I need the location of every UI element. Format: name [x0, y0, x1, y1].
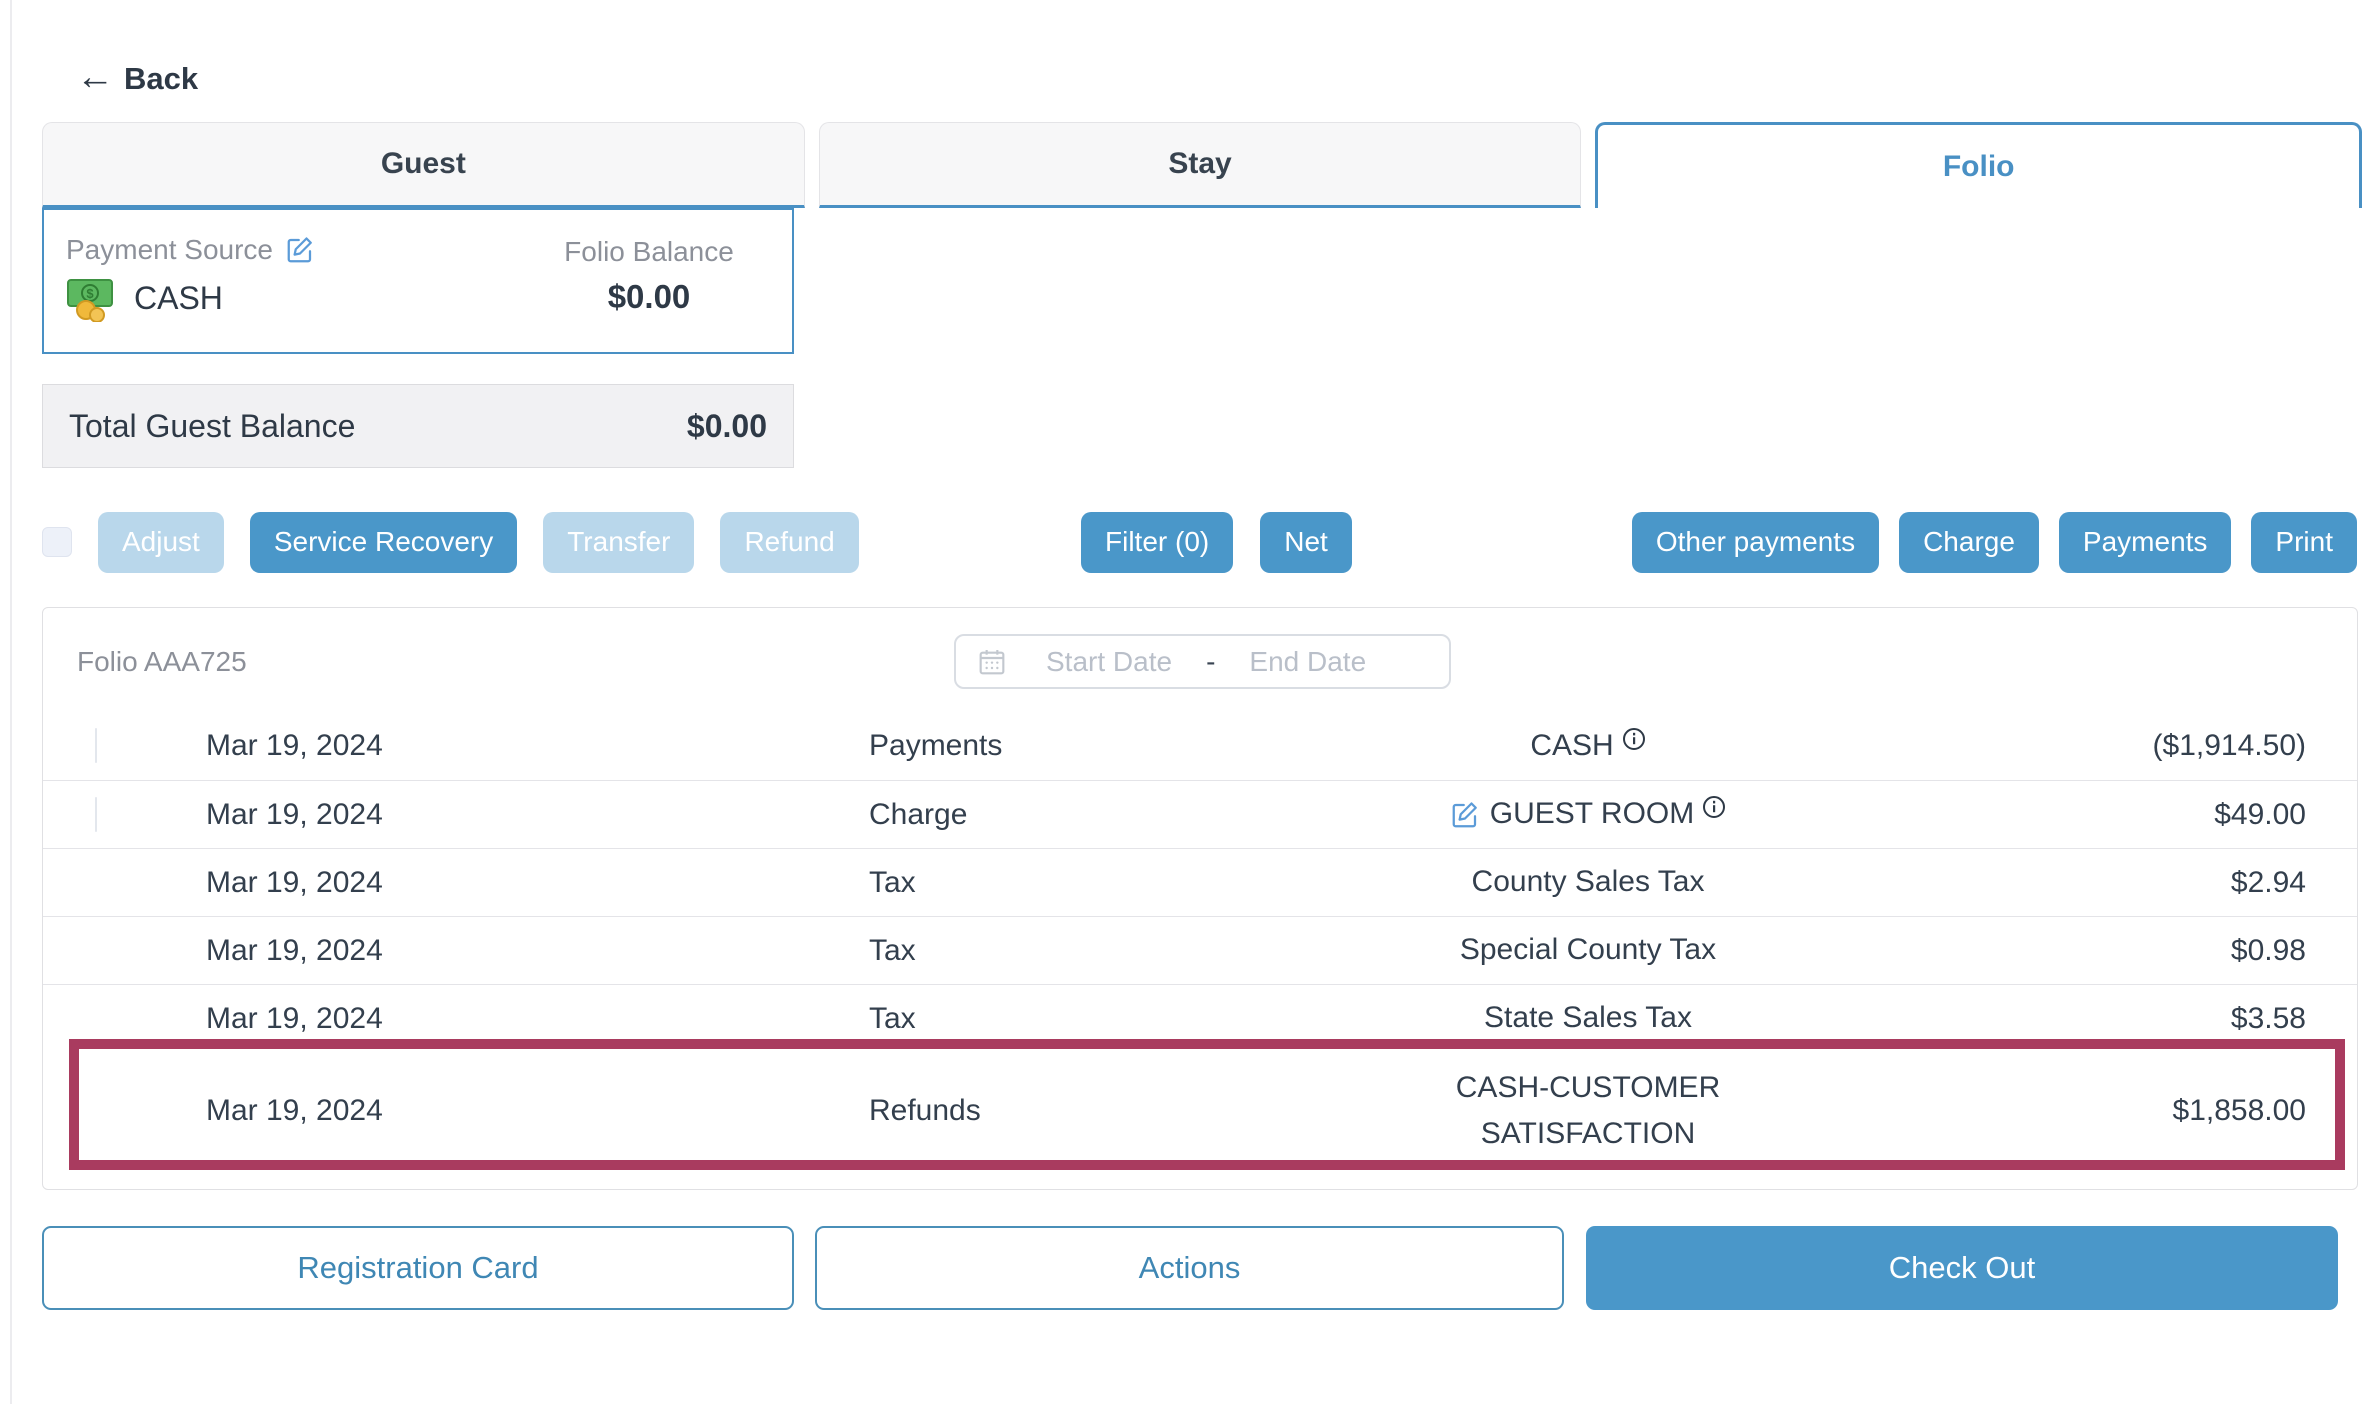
folio-title: Folio AAA725: [77, 646, 247, 677]
start-date-input[interactable]: Start Date: [1046, 645, 1173, 677]
page-edge-divider: [10, 0, 12, 1404]
row-description: Special County Tax: [1418, 927, 1758, 974]
transfer-button[interactable]: Transfer: [543, 512, 695, 573]
total-guest-balance: Total Guest Balance $0.00: [42, 384, 794, 468]
date-range-separator: -: [1206, 645, 1216, 677]
service-recovery-button[interactable]: Service Recovery: [249, 512, 518, 573]
folio-rows: Mar 19, 2024 Payments CASH ($1,914.50) M…: [43, 712, 2357, 1170]
actions-button[interactable]: Actions: [815, 1226, 1564, 1310]
table-row: Mar 19, 2024 Refunds CASH-CUSTOMER SATIS…: [43, 1039, 2357, 1170]
row-type: Payments: [869, 729, 1003, 762]
row-description: County Sales Tax: [1418, 859, 1758, 906]
row-amount: $49.00: [2214, 797, 2306, 831]
payment-method-value: CASH: [134, 279, 223, 316]
registration-card-button[interactable]: Registration Card: [42, 1226, 794, 1310]
row-description: CASH-CUSTOMER SATISFACTION: [1418, 1065, 1758, 1158]
table-row: Mar 19, 2024 Tax State Sales Tax $3.58: [43, 984, 2357, 1052]
check-out-button[interactable]: Check Out: [1586, 1226, 2338, 1310]
end-date-input[interactable]: End Date: [1249, 645, 1367, 677]
row-date: Mar 19, 2024: [206, 729, 383, 762]
tab-bar: Guest Stay Folio: [42, 122, 2363, 208]
tab-guest[interactable]: Guest: [42, 122, 805, 208]
other-payments-button[interactable]: Other payments: [1631, 512, 1880, 573]
row-description-text: CASH: [1530, 728, 1614, 762]
edit-icon[interactable]: [1450, 800, 1480, 830]
row-description: State Sales Tax: [1418, 995, 1758, 1042]
folio-table: Folio AAA725 Start Date -: [42, 607, 2358, 1190]
row-type: Tax: [869, 933, 916, 967]
table-row: Mar 19, 2024 Tax Special County Tax $0.9…: [43, 916, 2357, 984]
total-guest-balance-value: $0.00: [686, 407, 767, 444]
row-date: Mar 19, 2024: [206, 1001, 383, 1035]
row-description-text: State Sales Tax: [1484, 1001, 1692, 1035]
row-description: CASH: [1418, 723, 1758, 770]
row-type: Refunds: [869, 1094, 981, 1127]
edit-payment-source-icon[interactable]: [285, 235, 315, 265]
row-date: Mar 19, 2024: [206, 1094, 383, 1127]
footer-actions: Registration Card Actions Check Out: [0, 1226, 2380, 1312]
svg-text:$: $: [86, 286, 94, 301]
row-checkbox[interactable]: [95, 796, 97, 832]
row-amount: $3.58: [2230, 1001, 2306, 1035]
row-checkbox[interactable]: [95, 728, 97, 763]
row-type: Tax: [869, 865, 916, 899]
tab-folio[interactable]: Folio: [1595, 122, 2363, 208]
table-row: Mar 19, 2024 Charge GUEST ROOM $49.00: [43, 780, 2357, 848]
row-amount: $2.94: [2230, 865, 2306, 899]
folio-balance-label: Folio Balance: [564, 236, 734, 267]
charge-button[interactable]: Charge: [1899, 512, 2039, 573]
adjust-button[interactable]: Adjust: [98, 512, 224, 573]
payments-button[interactable]: Payments: [2058, 512, 2232, 573]
row-type: Charge: [869, 797, 968, 831]
date-range-picker[interactable]: Start Date - End Date: [954, 634, 1451, 689]
payment-source-card: Payment Source $: [42, 208, 794, 354]
select-all-checkbox[interactable]: [42, 527, 72, 558]
print-button[interactable]: Print: [2251, 512, 2357, 573]
row-amount: $0.98: [2230, 933, 2306, 967]
tab-stay[interactable]: Stay: [818, 122, 1582, 208]
folio-balance-value: $0.00: [607, 278, 691, 315]
filter-button[interactable]: Filter (0): [1081, 512, 1234, 573]
folio-balance-section: Folio Balance $0.00: [534, 234, 764, 334]
row-date: Mar 19, 2024: [206, 797, 383, 831]
row-type: Tax: [869, 1001, 916, 1035]
calendar-icon: [976, 646, 1008, 678]
info-icon[interactable]: [1622, 727, 1646, 751]
folio-table-header: Folio AAA725 Start Date -: [43, 608, 2357, 712]
row-date: Mar 19, 2024: [206, 865, 383, 899]
cash-money-icon: $: [66, 274, 118, 322]
row-description: GUEST ROOM: [1418, 791, 1758, 838]
row-description-text: GUEST ROOM: [1489, 797, 1695, 831]
row-date: Mar 19, 2024: [206, 933, 383, 967]
net-button[interactable]: Net: [1260, 512, 1352, 573]
table-row: Mar 19, 2024 Tax County Sales Tax $2.94: [43, 848, 2357, 916]
refund-button[interactable]: Refund: [720, 512, 859, 573]
payment-source-section: Payment Source $: [66, 234, 534, 334]
row-amount: $1,858.00: [2172, 1094, 2306, 1127]
row-amount: ($1,914.50): [2152, 729, 2306, 762]
row-description-text: CASH-CUSTOMER SATISFACTION: [1455, 1070, 1721, 1151]
total-guest-balance-label: Total Guest Balance: [69, 407, 356, 444]
row-description-text: County Sales Tax: [1471, 865, 1705, 899]
back-label: Back: [124, 61, 199, 96]
row-description-text: Special County Tax: [1459, 933, 1717, 967]
table-row: Mar 19, 2024 Payments CASH ($1,914.50): [43, 712, 2357, 780]
back-link[interactable]: ← Back: [76, 56, 199, 98]
payment-source-label: Payment Source: [66, 234, 273, 265]
toolbar: Adjust Service Recovery Transfer Refund …: [0, 512, 2380, 578]
info-icon[interactable]: [1702, 795, 1726, 819]
back-arrow-icon: ←: [76, 56, 114, 98]
